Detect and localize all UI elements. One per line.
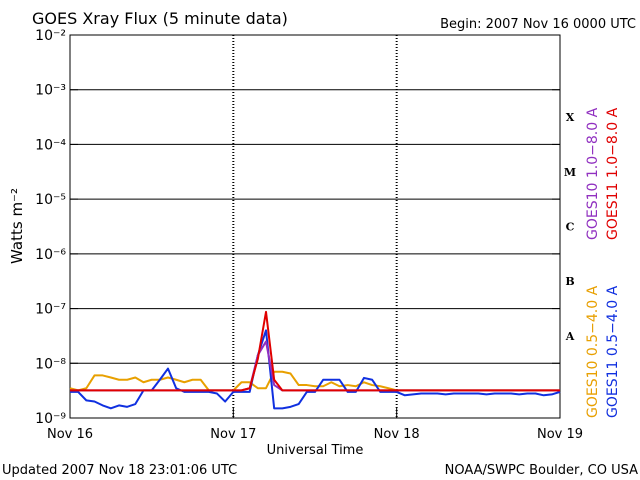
legend-entry: GOES11 0.5−4.0 A [605,285,621,418]
class-label: M [564,166,576,179]
x-tick-label: Nov 19 [537,427,583,442]
footer-right: NOAA/SWPC Boulder, CO USA [445,463,638,478]
y-tick-label: 10⁻² [35,28,66,44]
y-tick-label: 10⁻⁷ [35,302,66,318]
y-tick-label: 10⁻⁹ [35,411,66,427]
y-tick-label: 10⁻⁸ [35,356,66,372]
y-tick-label: 10⁻⁵ [35,192,66,208]
class-label: B [565,275,574,288]
legend-entry: GOES11 1.0−8.0 A [605,107,621,240]
chart-title: GOES Xray Flux (5 minute data) [32,9,288,28]
legend-entry: GOES10 1.0−8.0 A [585,107,601,240]
x-tick-label: Nov 18 [374,427,420,442]
footer-left: Updated 2007 Nov 18 23:01:06 UTC [2,463,237,478]
series-line [70,310,560,392]
class-label: X [566,111,575,124]
x-axis-label: Universal Time [267,443,364,458]
x-tick-label: Nov 16 [47,427,93,442]
class-label: C [566,221,575,234]
y-tick-label: 10⁻³ [35,83,66,99]
x-tick-label: Nov 17 [210,427,256,442]
legend-entry: GOES10 0.5−4.0 A [585,285,601,418]
y-tick-label: 10⁻⁴ [35,137,66,153]
class-label: A [565,330,575,343]
y-axis-label: Watts m⁻² [8,188,26,264]
chart-subtitle: Begin: 2007 Nov 16 0000 UTC [440,17,636,32]
y-tick-label: 10⁻⁶ [35,247,66,263]
